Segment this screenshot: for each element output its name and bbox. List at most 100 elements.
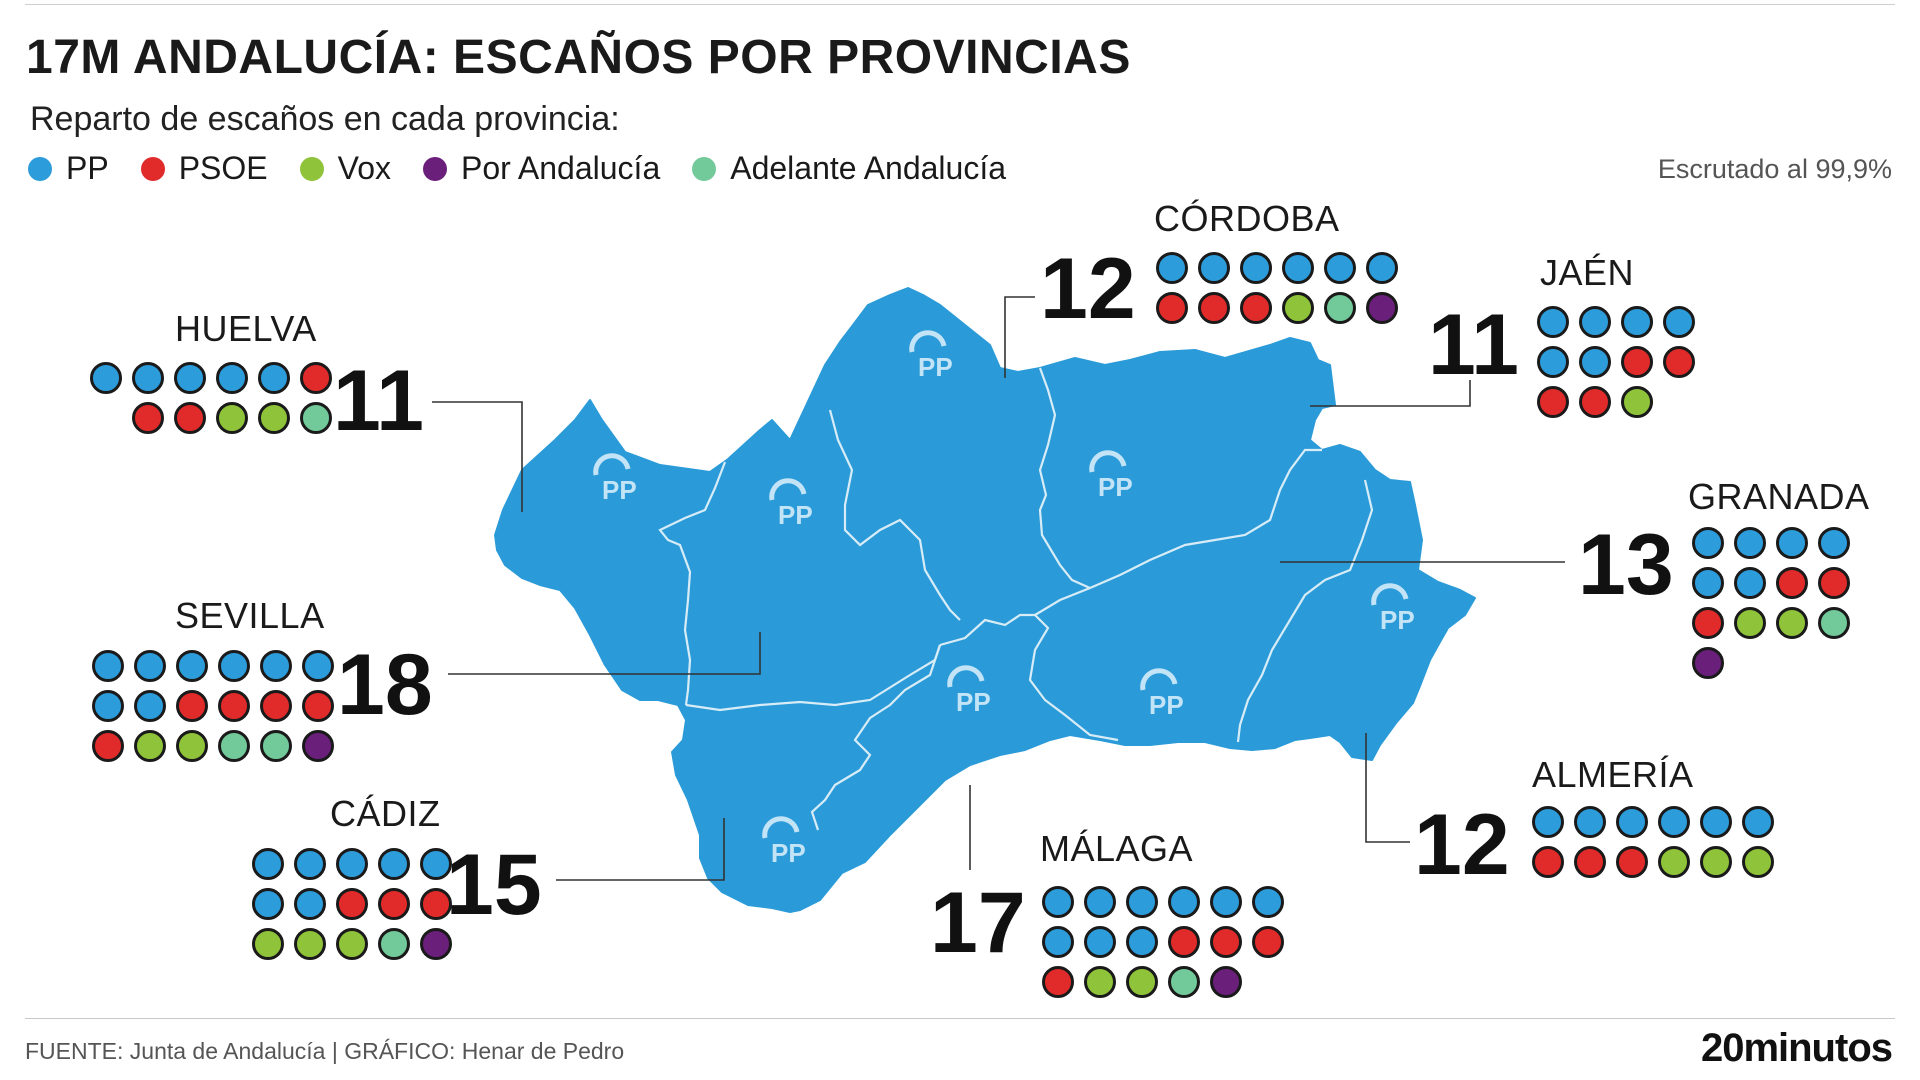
seat-row: [1156, 252, 1398, 284]
seat-dot: [1734, 567, 1766, 599]
province-border-cordoba-jaen: [1038, 367, 1091, 590]
seat-dot: [294, 848, 326, 880]
seat-dot: [134, 650, 166, 682]
seat-dot: [1818, 527, 1850, 559]
party-legend: PP PSOE Vox Por Andalucía Adelante Andal…: [28, 150, 1038, 187]
seat-dot: [1692, 567, 1724, 599]
seat-dot: [1324, 292, 1356, 324]
seat-row: [252, 928, 452, 960]
seat-row: [92, 650, 334, 682]
seat-dot: [252, 848, 284, 880]
seat-dot: [1156, 252, 1188, 284]
seat-dot: [92, 690, 124, 722]
pp-logo-icon: PP: [593, 453, 637, 505]
seat-dot: [1742, 846, 1774, 878]
seat-dot: [176, 730, 208, 762]
seat-dot: [1240, 292, 1272, 324]
province-label-granada: GRANADA: [1688, 476, 1870, 517]
seat-dots-granada: [1692, 527, 1850, 679]
seat-dot: [1198, 292, 1230, 324]
pp-logo-icon: PP: [1371, 583, 1415, 635]
province-border-granada-almeria: [1236, 479, 1374, 743]
seat-dot: [1252, 926, 1284, 958]
pp-logo-icon: PP: [947, 665, 991, 717]
seat-dots-huelva: [90, 362, 332, 434]
seat-total-granada: 13: [1578, 517, 1674, 613]
seat-dot: [1168, 966, 1200, 998]
seat-dot: [92, 730, 124, 762]
seat-dot: [1621, 346, 1653, 378]
seat-dot: [1282, 252, 1314, 284]
footer-rule: [25, 1018, 1895, 1019]
seat-dot: [378, 848, 410, 880]
seat-dot: [218, 650, 250, 682]
pp-logo-text: PP: [602, 475, 637, 505]
pp-logo-icon: PP: [1089, 450, 1133, 502]
province-border-huelva-sevilla: [658, 461, 727, 706]
seat-dot: [300, 402, 332, 434]
pp-logo-text: PP: [1098, 472, 1133, 502]
seat-dot: [420, 928, 452, 960]
seat-dot: [1366, 292, 1398, 324]
seat-dot: [1126, 926, 1158, 958]
province-label-huelva: HUELVA: [175, 308, 317, 349]
seat-dot: [378, 888, 410, 920]
seat-row: [1537, 346, 1695, 378]
page-title: 17M ANDALUCÍA: ESCAÑOS POR PROVINCIAS: [26, 31, 1131, 84]
seat-dot: [1776, 567, 1808, 599]
seat-dot: [1818, 567, 1850, 599]
seat-dot: [1742, 806, 1774, 838]
seat-dot: [1734, 607, 1766, 639]
seat-dot: [260, 690, 292, 722]
seat-dot: [294, 888, 326, 920]
seat-dot: [336, 848, 368, 880]
seat-dots-cadiz: [252, 848, 452, 960]
province-border-cordoba-granada-malaga: [1028, 614, 1119, 742]
seat-total-cadiz: 15: [446, 837, 542, 933]
seat-total-sevilla: 18: [337, 637, 433, 733]
source-credit: FUENTE: Junta de Andalucía | GRÁFICO: He…: [25, 1038, 625, 1064]
seat-row: [1532, 806, 1774, 838]
subtitle: Reparto de escaños en cada provincia:: [30, 100, 620, 138]
seat-dot: [336, 928, 368, 960]
seat-dot: [300, 362, 332, 394]
seat-total-cordoba: 12: [1040, 241, 1136, 337]
jaen-label-leader: [1310, 380, 1471, 407]
cadiz-label-leader: [556, 818, 725, 881]
seat-dots-sevilla: [92, 650, 334, 762]
seat-dot: [218, 730, 250, 762]
top-rule: [25, 4, 1895, 5]
legend-item-adelante: Adelante Andalucía: [692, 150, 1006, 187]
seat-dot: [132, 402, 164, 434]
seat-row: [90, 362, 332, 394]
seat-dot: [1168, 886, 1200, 918]
seat-dot: [1537, 306, 1569, 338]
seat-row: [92, 690, 334, 722]
seat-dot: [1616, 846, 1648, 878]
seat-dot: [134, 690, 166, 722]
pp-logo-text: PP: [1380, 605, 1415, 635]
seat-dot: [1692, 647, 1724, 679]
province-label-malaga: MÁLAGA: [1040, 828, 1194, 869]
seat-dot: [302, 690, 334, 722]
seat-dot: [1366, 252, 1398, 284]
seat-dot: [1168, 926, 1200, 958]
seat-row: [1537, 386, 1695, 418]
seat-dots-almeria: [1532, 806, 1774, 878]
seat-dot: [260, 650, 292, 682]
seat-dot: [1776, 527, 1808, 559]
seat-dot: [1734, 527, 1766, 559]
seat-dot: [1126, 886, 1158, 918]
legend-dot-por-andalucia: [422, 156, 447, 181]
seat-dots-cordoba: [1156, 252, 1398, 324]
seat-dot: [1692, 607, 1724, 639]
seat-row: [1042, 966, 1284, 998]
seat-dot: [1579, 306, 1611, 338]
province-label-sevilla: SEVILLA: [175, 595, 325, 636]
seat-dot: [1579, 386, 1611, 418]
legend-label-psoe: PSOE: [178, 150, 268, 186]
pp-logo-icon: PP: [769, 478, 813, 530]
seat-dot: [1579, 346, 1611, 378]
sevilla-label-leader: [448, 632, 761, 675]
seat-dot: [1324, 252, 1356, 284]
